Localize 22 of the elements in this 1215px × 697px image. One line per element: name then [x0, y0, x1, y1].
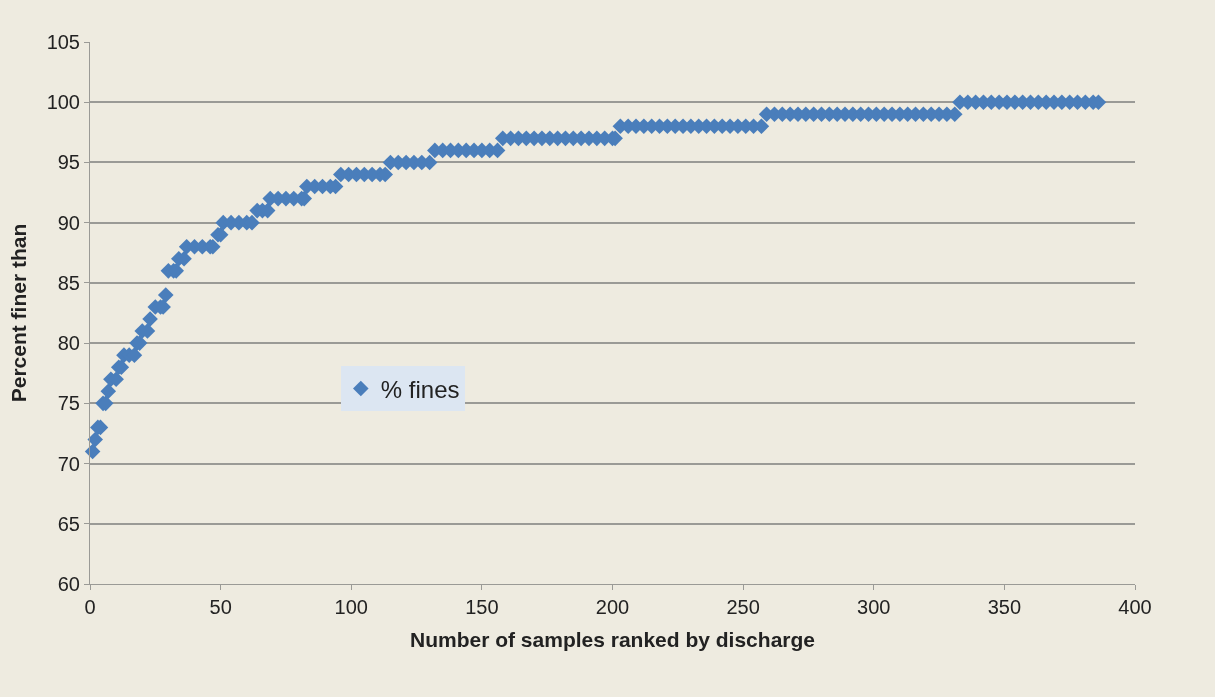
x-tick-label: 50 — [209, 596, 232, 618]
y-tick-label: 105 — [46, 31, 80, 53]
y-tick-label: 70 — [57, 452, 80, 475]
y-tick-label: 65 — [57, 512, 80, 535]
x-tick-label: 100 — [334, 596, 368, 618]
y-tick-label: 90 — [57, 211, 80, 234]
x-tick-label: 250 — [726, 596, 760, 618]
legend-label: % fines — [380, 375, 460, 403]
y-tick-label: 60 — [57, 573, 80, 595]
y-tick-label: 85 — [57, 271, 80, 294]
y-tick-label: 80 — [57, 332, 80, 355]
y-axis-title: Percent finer than — [6, 223, 30, 403]
x-tick-label: 200 — [595, 596, 630, 618]
y-tick-label: 95 — [57, 151, 80, 174]
x-tick-label: 0 — [84, 596, 96, 618]
x-tick-label: 400 — [1118, 596, 1152, 618]
x-tick-label: 300 — [857, 596, 891, 618]
x-axis-title: Number of samples ranked by discharge — [410, 628, 815, 652]
y-tick-label: 75 — [57, 392, 80, 415]
y-tick-label: 100 — [46, 91, 80, 114]
x-tick-label: 150 — [465, 596, 499, 618]
x-tick-label: 350 — [987, 596, 1022, 618]
